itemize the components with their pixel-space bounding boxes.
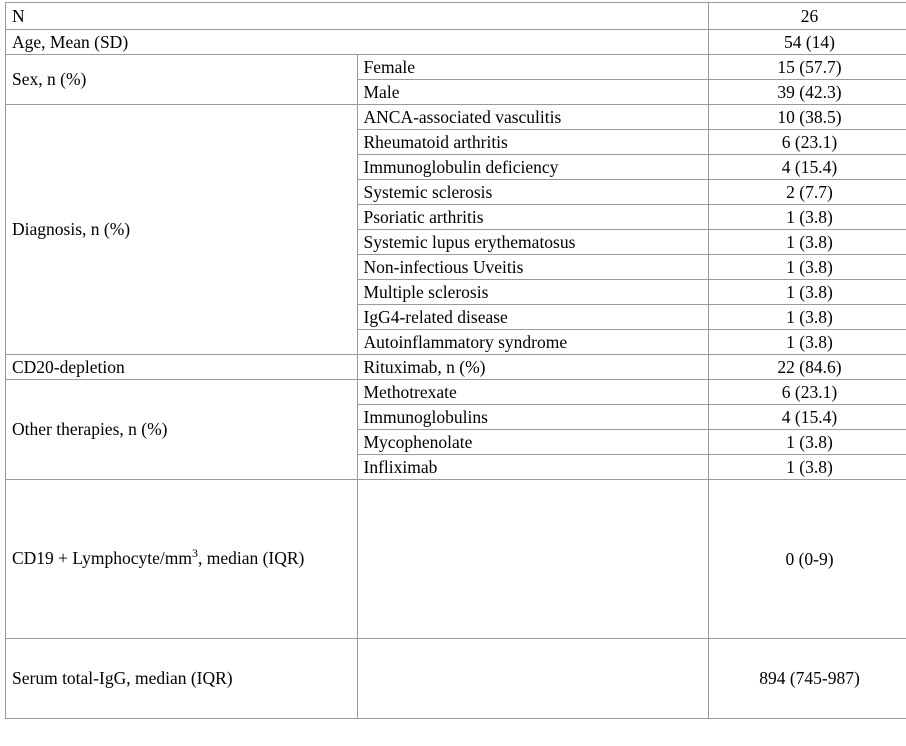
- cd19-label-superscript: 3: [192, 546, 198, 561]
- clinical-characteristics-table-container: N 26 Age, Mean (SD) 54 (14) Sex, n (%) F…: [5, 2, 906, 719]
- row-sublabel: [356, 479, 709, 639]
- row-value: 54 (14): [708, 29, 906, 55]
- table-row: Serum total-IgG, median (IQR) 894 (745-9…: [5, 638, 906, 719]
- row-sublabel: Systemic sclerosis: [356, 179, 709, 205]
- row-sublabel: Non-infectious Uveitis: [356, 254, 709, 280]
- table-row: CD19 + Lymphocyte/mm3, median (IQR) 0 (0…: [5, 479, 906, 639]
- row-label: Age, Mean (SD): [5, 29, 709, 55]
- row-value: 1 (3.8): [708, 204, 906, 230]
- row-value: 22 (84.6): [708, 354, 906, 380]
- table-row: Systemic sclerosis 2 (7.7): [6, 179, 906, 205]
- row-value: 1 (3.8): [708, 279, 906, 305]
- row-value: 6 (23.1): [708, 129, 906, 155]
- row-value: 1 (3.8): [708, 229, 906, 255]
- table-row: Immunoglobulin deficiency 4 (15.4): [6, 154, 906, 180]
- table-body: N 26 Age, Mean (SD) 54 (14) Sex, n (%) F…: [5, 2, 906, 719]
- row-value: 1 (3.8): [708, 304, 906, 330]
- row-sublabel: Multiple sclerosis: [356, 279, 709, 305]
- row-value: 6 (23.1): [708, 379, 906, 405]
- row-sublabel: Autoinflammatory syndrome: [356, 329, 709, 355]
- table-row: N 26: [5, 2, 906, 30]
- row-group-label-other-therapies: Other therapies, n (%): [5, 379, 358, 480]
- cd19-label-prefix: CD19 + Lymphocyte/mm: [12, 548, 192, 569]
- row-sublabel: Infliximab: [356, 454, 709, 480]
- table-row: Multiple sclerosis 1 (3.8): [6, 279, 906, 305]
- row-sublabel: Mycophenolate: [356, 429, 709, 455]
- row-group-label-sex: Sex, n (%): [5, 54, 358, 105]
- row-value: 1 (3.8): [708, 454, 906, 480]
- row-sublabel: Immunoglobulins: [356, 404, 709, 430]
- row-sublabel: Female: [356, 54, 709, 80]
- table-row: Age, Mean (SD) 54 (14): [5, 29, 906, 55]
- table-row: Psoriatic arthritis 1 (3.8): [6, 204, 906, 230]
- row-value: 26: [708, 2, 906, 30]
- table-row: Systemic lupus erythematosus 1 (3.8): [6, 229, 906, 255]
- row-sublabel: Rheumatoid arthritis: [356, 129, 709, 155]
- clinical-characteristics-table: N 26 Age, Mean (SD) 54 (14) Sex, n (%) F…: [5, 2, 906, 719]
- row-sublabel: [356, 638, 709, 719]
- row-sublabel: Immunoglobulin deficiency: [356, 154, 709, 180]
- row-label-serum-total-igg: Serum total-IgG, median (IQR): [5, 638, 358, 719]
- row-value: 4 (15.4): [708, 404, 906, 430]
- row-sublabel: Male: [356, 79, 709, 105]
- row-sublabel: Systemic lupus erythematosus: [356, 229, 709, 255]
- row-sublabel: Methotrexate: [356, 379, 709, 405]
- row-sublabel: Psoriatic arthritis: [356, 204, 709, 230]
- row-value: 10 (38.5): [708, 104, 906, 130]
- row-value: 4 (15.4): [708, 154, 906, 180]
- row-value: 15 (57.7): [708, 54, 906, 80]
- row-value: 894 (745-987): [708, 638, 906, 719]
- table-row: Autoinflammatory syndrome 1 (3.8): [6, 329, 906, 355]
- row-group-label-cd20-depletion: CD20-depletion: [5, 354, 358, 380]
- table-row: Non-infectious Uveitis 1 (3.8): [6, 254, 906, 280]
- cd19-label-suffix: , median (IQR): [197, 548, 305, 569]
- table-row: IgG4-related disease 1 (3.8): [6, 304, 906, 330]
- table-row: Male 39 (42.3): [6, 79, 906, 105]
- table-row: Other therapies, n (%) Methotrexate 6 (2…: [5, 379, 906, 480]
- row-sublabel: Rituximab, n (%): [356, 354, 709, 380]
- row-sublabel: ANCA-associated vasculitis: [356, 104, 709, 130]
- table-row: Diagnosis, n (%) ANCA-associated vasculi…: [5, 104, 906, 355]
- row-value: 0 (0-9): [708, 479, 906, 639]
- table-row: Sex, n (%) Female 15 (57.7): [5, 54, 906, 105]
- row-value: 39 (42.3): [708, 79, 906, 105]
- row-sublabel: IgG4-related disease: [356, 304, 709, 330]
- row-value: 1 (3.8): [708, 329, 906, 355]
- row-value: 2 (7.7): [708, 179, 906, 205]
- table-row: CD20-depletion Rituximab, n (%) 22 (84.6…: [5, 354, 906, 380]
- row-value: 1 (3.8): [708, 254, 906, 280]
- row-label: N: [5, 2, 709, 30]
- row-value: 1 (3.8): [708, 429, 906, 455]
- row-label-cd19-lymphocyte: CD19 + Lymphocyte/mm3, median (IQR): [5, 479, 358, 639]
- row-group-label-diagnosis: Diagnosis, n (%): [5, 104, 358, 355]
